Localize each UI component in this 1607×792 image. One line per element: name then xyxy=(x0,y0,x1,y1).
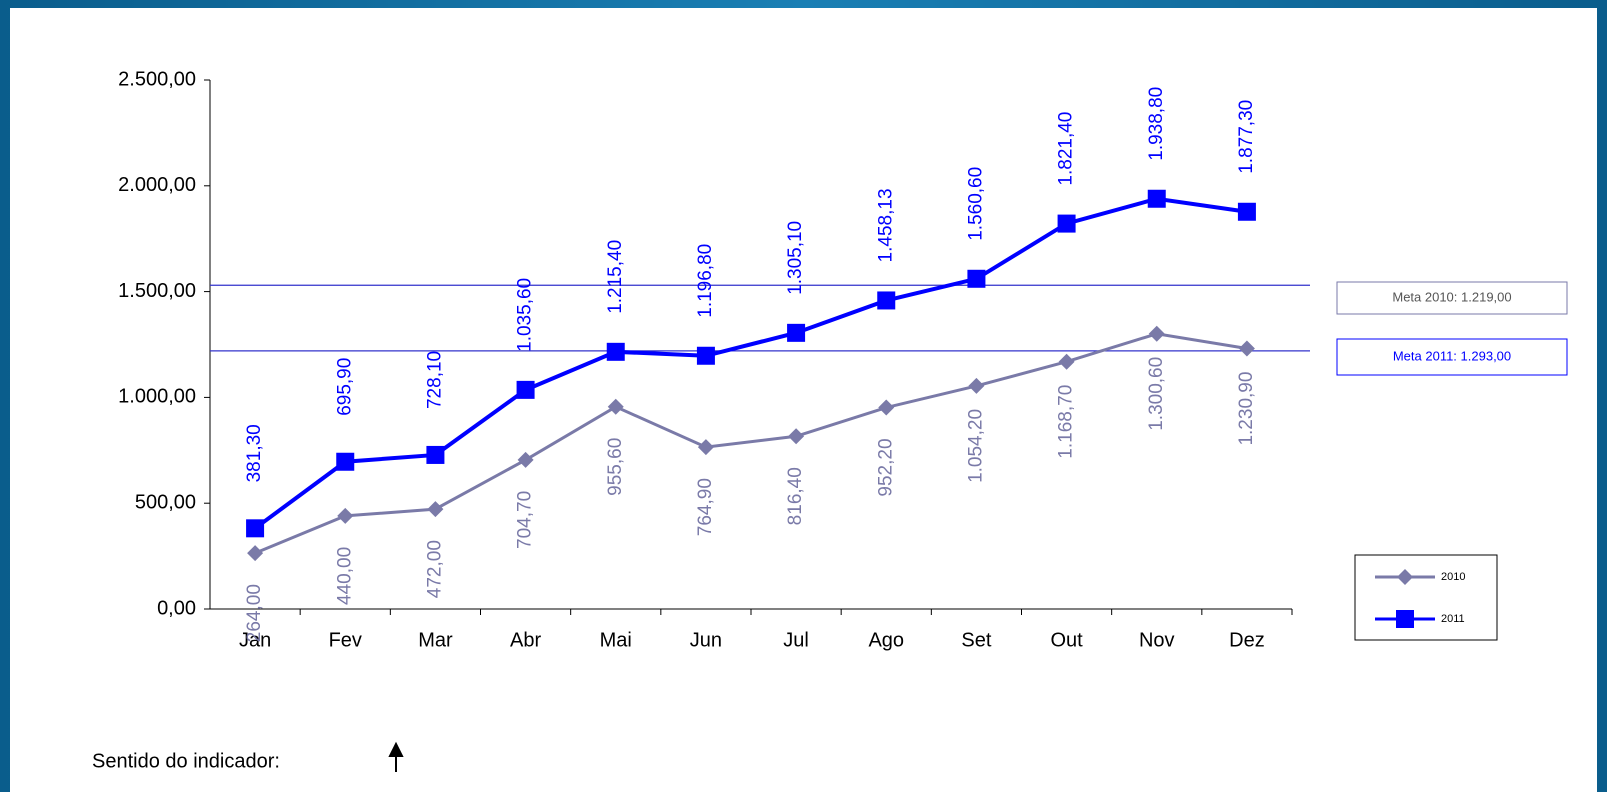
point xyxy=(517,451,534,468)
footer: Sentido do indicador: xyxy=(92,750,280,772)
value-label: 704,70 xyxy=(515,491,536,549)
value-label: 816,40 xyxy=(785,467,806,525)
point xyxy=(1058,353,1075,370)
point xyxy=(1148,325,1165,342)
point xyxy=(878,399,895,416)
value-label: 1.035,60 xyxy=(515,278,536,352)
x-tick-label: Jul xyxy=(783,629,809,651)
value-label: 952,20 xyxy=(875,438,896,496)
y-tick-label: 2.500,00 xyxy=(118,68,196,90)
x-tick-label: Mai xyxy=(600,629,632,651)
annotation: Meta 2010: 1.219,00 xyxy=(1392,289,1511,304)
point xyxy=(606,342,625,361)
point xyxy=(607,398,624,415)
point xyxy=(787,323,806,342)
legend-label: 2010 xyxy=(1441,571,1465,583)
value-label: 1.560,60 xyxy=(965,167,986,241)
point xyxy=(427,501,444,518)
point xyxy=(337,507,354,524)
legend-marker xyxy=(1396,610,1414,628)
point xyxy=(696,346,715,365)
legend-box xyxy=(1354,554,1498,641)
point xyxy=(426,445,445,464)
value-label: 264,00 xyxy=(244,584,265,642)
point xyxy=(697,439,714,456)
series-line xyxy=(254,332,1248,555)
annotation: Meta 2011: 1.293,00 xyxy=(1393,348,1511,363)
value-label: 1.458,13 xyxy=(875,188,896,262)
value-label: 955,60 xyxy=(605,438,626,496)
x-tick-label: Jan xyxy=(239,629,271,651)
x-tick-label: Jun xyxy=(690,629,722,651)
point xyxy=(246,519,265,538)
x-tick-label: Set xyxy=(961,629,991,651)
y-tick-label: 2.000,00 xyxy=(118,174,196,196)
point xyxy=(247,545,264,562)
x-tick-label: Mar xyxy=(418,629,453,651)
value-label: 728,10 xyxy=(424,351,445,409)
y-tick-label: 1.500,00 xyxy=(118,280,196,302)
value-label: 1.054,20 xyxy=(965,409,986,483)
value-label: 472,00 xyxy=(424,540,445,598)
arrow-up xyxy=(388,741,404,772)
legend-marker xyxy=(1397,569,1413,585)
panel xyxy=(10,8,1597,792)
x-tick-label: Fev xyxy=(329,629,362,651)
point xyxy=(1147,189,1166,208)
value-label: 1.196,80 xyxy=(695,244,716,318)
point xyxy=(1237,202,1256,221)
value-label: 1.305,10 xyxy=(785,221,806,295)
annotation-box xyxy=(1336,281,1568,315)
y-tick-label: 1.000,00 xyxy=(118,386,196,408)
value-label: 1.215,40 xyxy=(605,240,626,314)
y-tick-label: 0,00 xyxy=(157,597,196,619)
value-label: 1.230,90 xyxy=(1236,372,1257,446)
point xyxy=(516,380,535,399)
legend-label: 2011 xyxy=(1441,613,1465,625)
annotation-box xyxy=(1336,338,1568,376)
value-label: 695,90 xyxy=(334,358,355,416)
point xyxy=(1238,340,1255,357)
point xyxy=(788,428,805,445)
value-label: 381,30 xyxy=(244,424,265,482)
point xyxy=(1057,214,1076,233)
x-tick-label: Dez xyxy=(1229,629,1265,651)
x-tick-label: Out xyxy=(1050,629,1083,651)
y-tick-label: 500,00 xyxy=(135,491,196,513)
point xyxy=(877,291,896,310)
point xyxy=(336,452,355,471)
value-label: 764,90 xyxy=(695,478,716,536)
x-tick-label: Ago xyxy=(868,629,904,651)
point xyxy=(967,269,986,288)
value-label: 440,00 xyxy=(334,547,355,605)
value-label: 1.938,80 xyxy=(1146,87,1167,161)
value-label: 1.300,60 xyxy=(1146,357,1167,431)
value-label: 1.168,70 xyxy=(1056,385,1077,459)
value-label: 1.877,30 xyxy=(1236,100,1257,174)
series-line xyxy=(253,196,1248,530)
point xyxy=(968,377,985,394)
x-tick-label: Nov xyxy=(1139,629,1175,651)
value-label: 1.821,40 xyxy=(1056,112,1077,186)
x-tick-label: Abr xyxy=(510,629,541,651)
